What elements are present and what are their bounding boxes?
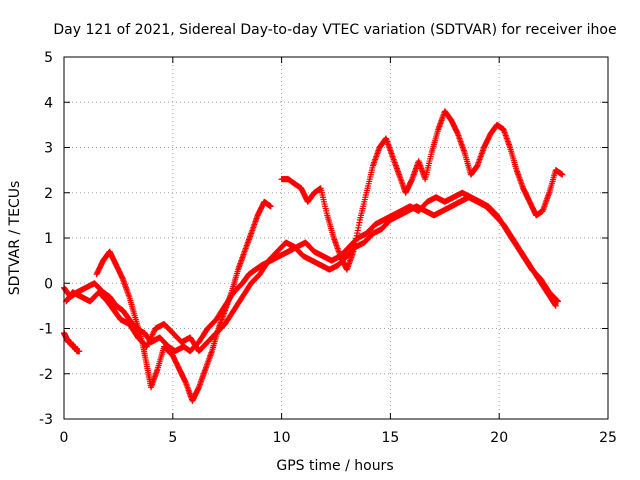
y-tick-label: 4 [44, 95, 53, 111]
series-E [61, 330, 83, 355]
data-point [554, 297, 561, 304]
chart-title: Day 121 of 2021, Sidereal Day-to-day VTE… [53, 22, 616, 38]
tick-layer: 0 5 10 15 20 25 -3 -2 -1 0 1 2 3 4 5 [39, 50, 617, 446]
x-tick-label: 15 [381, 430, 399, 446]
y-tick-label: 2 [44, 186, 53, 202]
y-tick-label: 3 [44, 141, 53, 157]
data-point [76, 348, 83, 355]
data-point [552, 301, 559, 308]
data-point [554, 298, 561, 305]
plot-frame [63, 56, 609, 420]
y-tick-label: 0 [44, 276, 53, 292]
x-tick-label: 0 [60, 430, 69, 446]
points-layer [61, 108, 566, 404]
y-tick-label: 5 [44, 50, 53, 66]
x-tick-label: 5 [168, 430, 177, 446]
y-tick-label: -3 [39, 412, 53, 428]
x-axis-label: GPS time / hours [276, 458, 393, 474]
series-D [278, 108, 566, 273]
series-B [63, 194, 559, 355]
y-tick-label: 1 [44, 231, 53, 247]
y-tick-label: -1 [39, 322, 53, 338]
x-tick-label: 25 [599, 430, 617, 446]
y-tick-label: -2 [39, 367, 53, 383]
data-point [552, 302, 559, 309]
data-point [559, 171, 566, 178]
series-C [93, 198, 274, 404]
x-tick-label: 10 [273, 430, 291, 446]
x-tick-label: 20 [490, 430, 508, 446]
data-point [267, 203, 274, 210]
y-axis-label: SDTVAR / TECUs [7, 181, 23, 296]
